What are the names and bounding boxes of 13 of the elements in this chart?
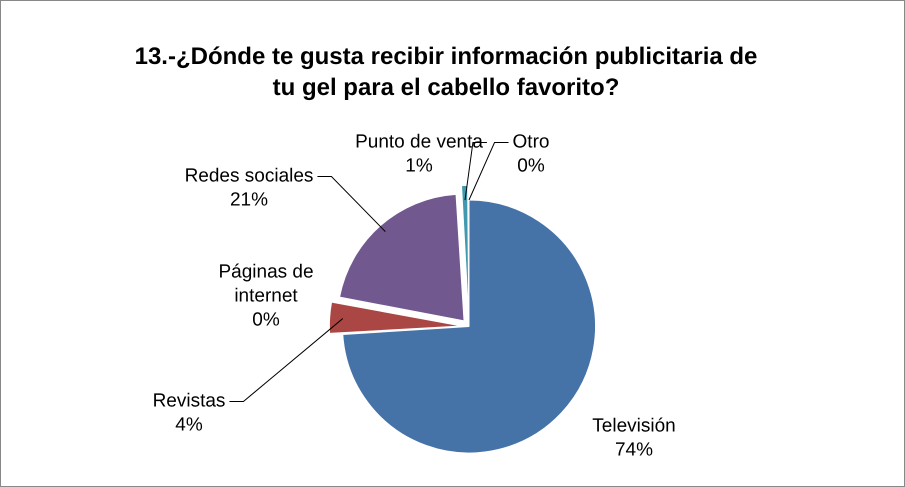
- slice-label: Televisión: [592, 416, 676, 437]
- slice-label: Punto de venta: [355, 132, 484, 153]
- category-label: Otro: [512, 132, 550, 153]
- data-label: 4%: [175, 414, 203, 436]
- chart-title: 13.-¿Dónde te gusta recibir información publicitaria de tu gel para el cabello favorito?: [134, 42, 758, 103]
- slice-label: Redes sociales: [184, 166, 314, 187]
- data-label: 21%: [230, 190, 268, 211]
- data-label: 74%: [614, 440, 654, 461]
- category-label: Páginas de internet: [218, 262, 314, 307]
- text: 0%: [252, 310, 280, 331]
- data-label: 1%: [405, 156, 433, 177]
- slice-label: Revistas: [152, 390, 226, 412]
- text: 0%: [517, 156, 545, 177]
